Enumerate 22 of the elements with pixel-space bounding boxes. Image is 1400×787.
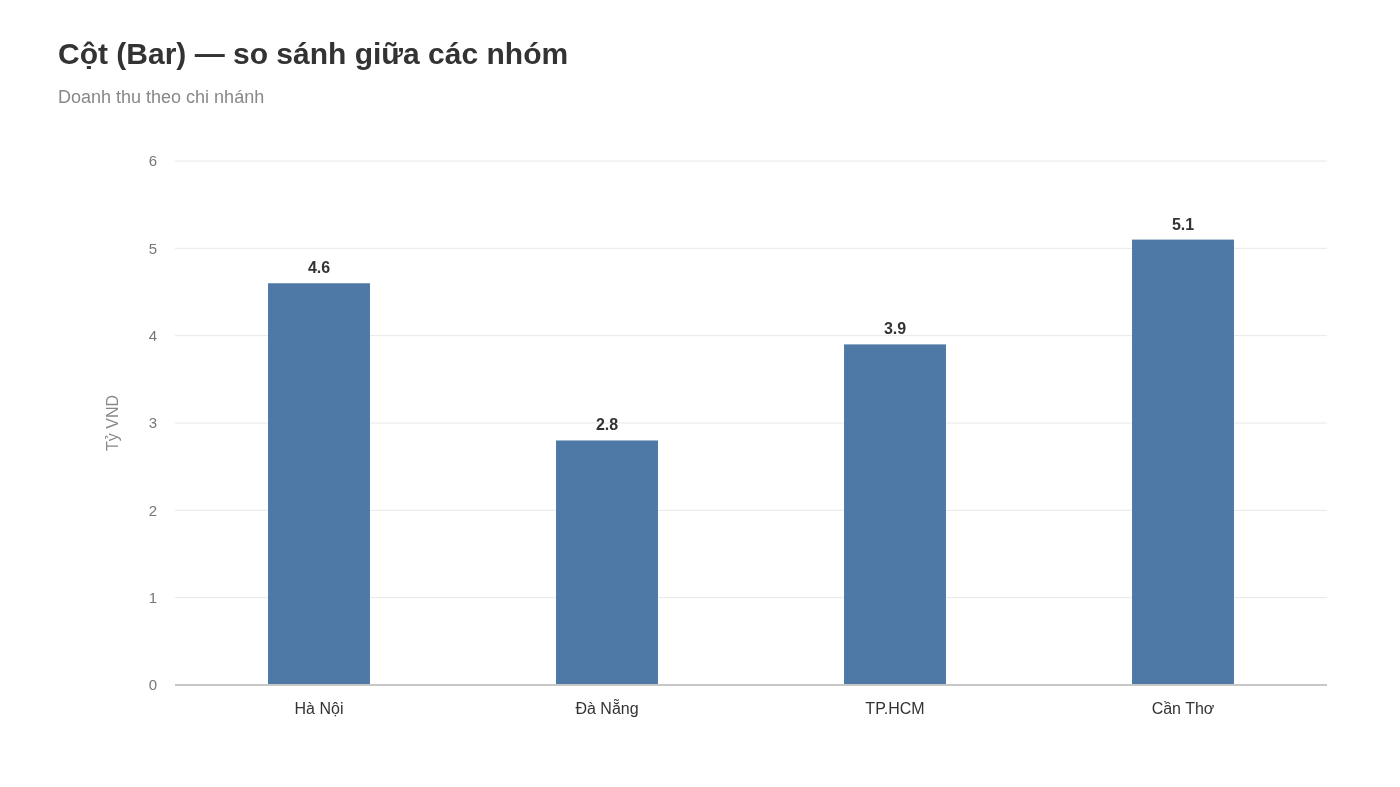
chart-title: Cột (Bar) — so sánh giữa các nhóm <box>58 37 569 70</box>
x-tick-label: TP.HCM <box>865 700 925 717</box>
bar <box>556 440 658 685</box>
y-axis-title: Tỷ VND <box>104 395 121 451</box>
y-tick-label: 0 <box>148 676 157 694</box>
x-tick-label: Đà Nẵng <box>575 699 639 717</box>
data-label: 4.6 <box>307 259 331 277</box>
bar <box>844 344 946 685</box>
y-tick-label: 3 <box>148 414 157 432</box>
data-label: 5.1 <box>1171 215 1195 233</box>
chart-subtitle: Doanh thu theo chi nhánh <box>58 87 265 107</box>
y-tick-label: 6 <box>148 152 157 170</box>
y-tick-label: 2 <box>148 501 157 519</box>
y-tick-label: 4 <box>148 326 157 344</box>
x-tick-label: Cần Thơ <box>1151 700 1215 717</box>
bar <box>268 283 370 685</box>
x-tick-label: Hà Nội <box>294 700 344 717</box>
y-tick-label: 1 <box>148 588 157 606</box>
bar <box>1132 239 1234 685</box>
data-label: 2.8 <box>595 416 619 434</box>
data-label: 3.9 <box>883 320 907 338</box>
y-tick-label: 5 <box>148 239 157 257</box>
